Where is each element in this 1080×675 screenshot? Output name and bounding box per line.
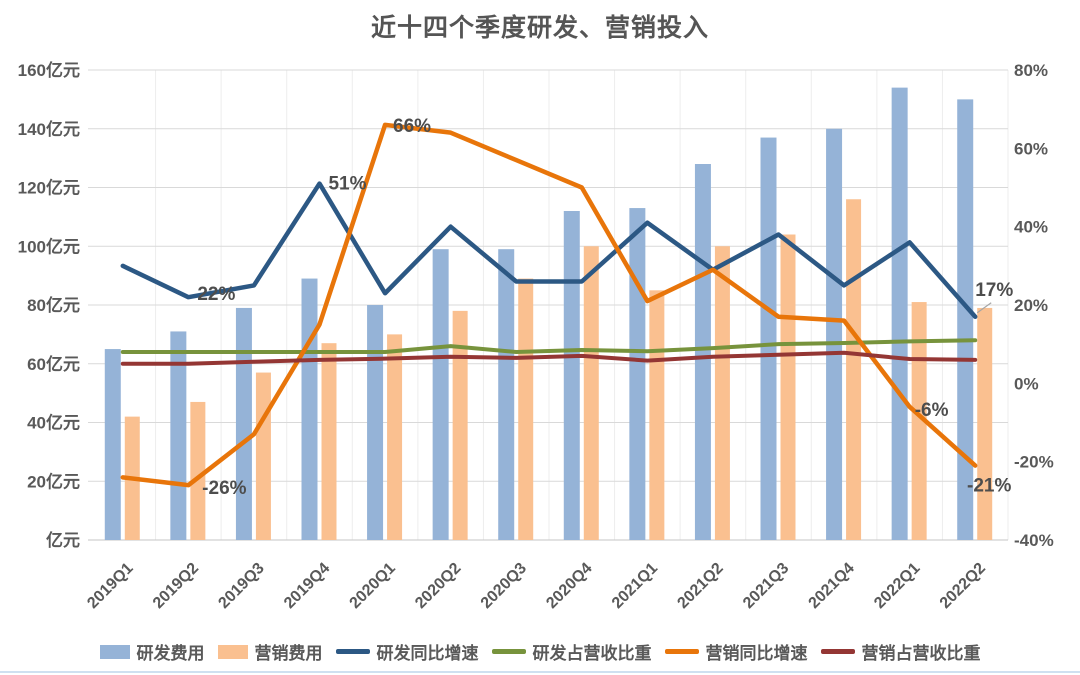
data-label: -26% bbox=[202, 478, 246, 499]
x-axis-tick: 2020Q1 bbox=[347, 560, 399, 612]
left-axis-tick: 100亿元 bbox=[18, 236, 80, 256]
data-label: -21% bbox=[967, 476, 1011, 497]
right-axis-tick: 20% bbox=[1014, 296, 1048, 315]
chart-legend: 研发费用 营销费用 研发同比增速 研发占营收比重 营销同比增速 营销占营收比重 bbox=[0, 639, 1080, 664]
legend-label: 营销费用 bbox=[254, 644, 323, 663]
bar-研发费用 bbox=[432, 249, 449, 540]
bar-研发费用 bbox=[367, 305, 384, 540]
legend-item-研发同比增速: 研发同比增速 bbox=[335, 639, 479, 664]
x-axis-tick: 2019Q4 bbox=[281, 560, 333, 612]
bar-研发费用 bbox=[694, 164, 711, 540]
right-axis-tick: -40% bbox=[1014, 531, 1054, 550]
legend-line-swatch bbox=[664, 649, 699, 654]
legend-label: 营销占营收比重 bbox=[861, 644, 981, 663]
x-axis-tick: 2020Q2 bbox=[412, 560, 464, 612]
legend-item-营销占营收比重: 营销占营收比重 bbox=[820, 639, 981, 664]
data-label: -6% bbox=[915, 400, 949, 421]
x-axis-tick: 2020Q3 bbox=[478, 560, 530, 612]
legend-label: 研发费用 bbox=[136, 644, 205, 663]
left-axis-tick: 140亿元 bbox=[18, 119, 80, 139]
line-营销占营收比重 bbox=[120, 350, 978, 366]
annotation-leader bbox=[976, 302, 992, 314]
right-axis-tick: 60% bbox=[1014, 139, 1048, 158]
bar-营销费用 bbox=[977, 307, 993, 540]
bar-研发费用 bbox=[629, 208, 646, 540]
x-axis-tick: 2019Q1 bbox=[84, 560, 136, 612]
x-axis-tick: 2021Q1 bbox=[609, 560, 661, 612]
left-axis-tick: 80亿元 bbox=[27, 295, 80, 315]
legend-bar-swatch bbox=[217, 644, 248, 659]
bar-营销费用 bbox=[518, 278, 534, 540]
legend-bar-swatch bbox=[99, 644, 130, 659]
data-label: 22% bbox=[197, 284, 235, 305]
legend-line-swatch bbox=[820, 649, 855, 654]
x-axis-tick: 2019Q2 bbox=[150, 560, 202, 612]
bar-研发费用 bbox=[826, 128, 843, 540]
bar-研发费用 bbox=[235, 307, 252, 540]
left-axis-tick: 160亿元 bbox=[18, 60, 80, 80]
bar-营销费用 bbox=[780, 234, 796, 540]
data-label: 51% bbox=[328, 174, 366, 195]
legend-item-营销费用: 营销费用 bbox=[217, 639, 323, 664]
x-axis-tick: 2021Q3 bbox=[740, 560, 792, 612]
data-label: 66% bbox=[393, 116, 431, 137]
right-axis-tick: 80% bbox=[1014, 61, 1048, 80]
bar-营销费用 bbox=[255, 372, 271, 540]
x-axis-tick: 2019Q3 bbox=[215, 560, 267, 612]
legend-label: 研发同比增速 bbox=[376, 644, 479, 663]
bar-营销费用 bbox=[190, 401, 206, 540]
x-axis-tick: 2021Q4 bbox=[806, 560, 858, 612]
bar-营销费用 bbox=[321, 343, 337, 540]
right-axis-tick: -20% bbox=[1014, 453, 1054, 472]
legend-label: 研发占营收比重 bbox=[532, 644, 652, 663]
right-axis-tick: 0% bbox=[1014, 374, 1039, 393]
line-研发占营收比重 bbox=[120, 338, 978, 354]
right-axis-tick: 40% bbox=[1014, 218, 1048, 237]
bar-营销费用 bbox=[911, 302, 927, 540]
bar-研发费用 bbox=[891, 87, 908, 540]
left-axis-tick: 120亿元 bbox=[18, 178, 80, 198]
legend-label: 营销同比增速 bbox=[705, 644, 808, 663]
x-axis-tick: 2020Q4 bbox=[543, 560, 595, 612]
left-axis-tick: 40亿元 bbox=[27, 413, 80, 433]
bar-研发费用 bbox=[563, 211, 580, 540]
line-研发同比增速 bbox=[120, 181, 978, 319]
x-axis-tick: 2021Q2 bbox=[674, 560, 726, 612]
legend-line-swatch bbox=[491, 649, 526, 654]
bar-研发费用 bbox=[760, 137, 777, 540]
bar-营销费用 bbox=[846, 199, 862, 540]
chart-title: 近十四个季度研发、营销投入 bbox=[370, 14, 709, 42]
legend-line-swatch bbox=[335, 649, 370, 654]
data-label: 17% bbox=[975, 280, 1013, 301]
left-axis-tick: 20亿元 bbox=[27, 471, 80, 491]
bar-研发费用 bbox=[498, 249, 515, 540]
x-axis-tick: 2022Q1 bbox=[871, 560, 923, 612]
bar-营销费用 bbox=[649, 290, 665, 540]
bar-营销费用 bbox=[387, 334, 403, 540]
bar-研发费用 bbox=[957, 99, 974, 540]
bar-营销费用 bbox=[452, 310, 468, 540]
bar-营销费用 bbox=[583, 246, 599, 540]
left-axis-tick: 60亿元 bbox=[27, 354, 80, 374]
legend-item-研发费用: 研发费用 bbox=[99, 639, 205, 664]
bar-研发费用 bbox=[170, 331, 187, 540]
bottom-divider bbox=[0, 671, 1080, 673]
bar-营销费用 bbox=[714, 246, 730, 540]
legend-item-研发占营收比重: 研发占营收比重 bbox=[491, 639, 652, 664]
line-营销同比增速 bbox=[120, 122, 978, 488]
x-axis-tick: 2022Q2 bbox=[937, 560, 989, 612]
legend-item-营销同比增速: 营销同比增速 bbox=[664, 639, 808, 664]
bar-研发费用 bbox=[104, 349, 121, 540]
bar-研发费用 bbox=[301, 278, 318, 540]
left-axis-tick: 亿元 bbox=[46, 530, 80, 550]
